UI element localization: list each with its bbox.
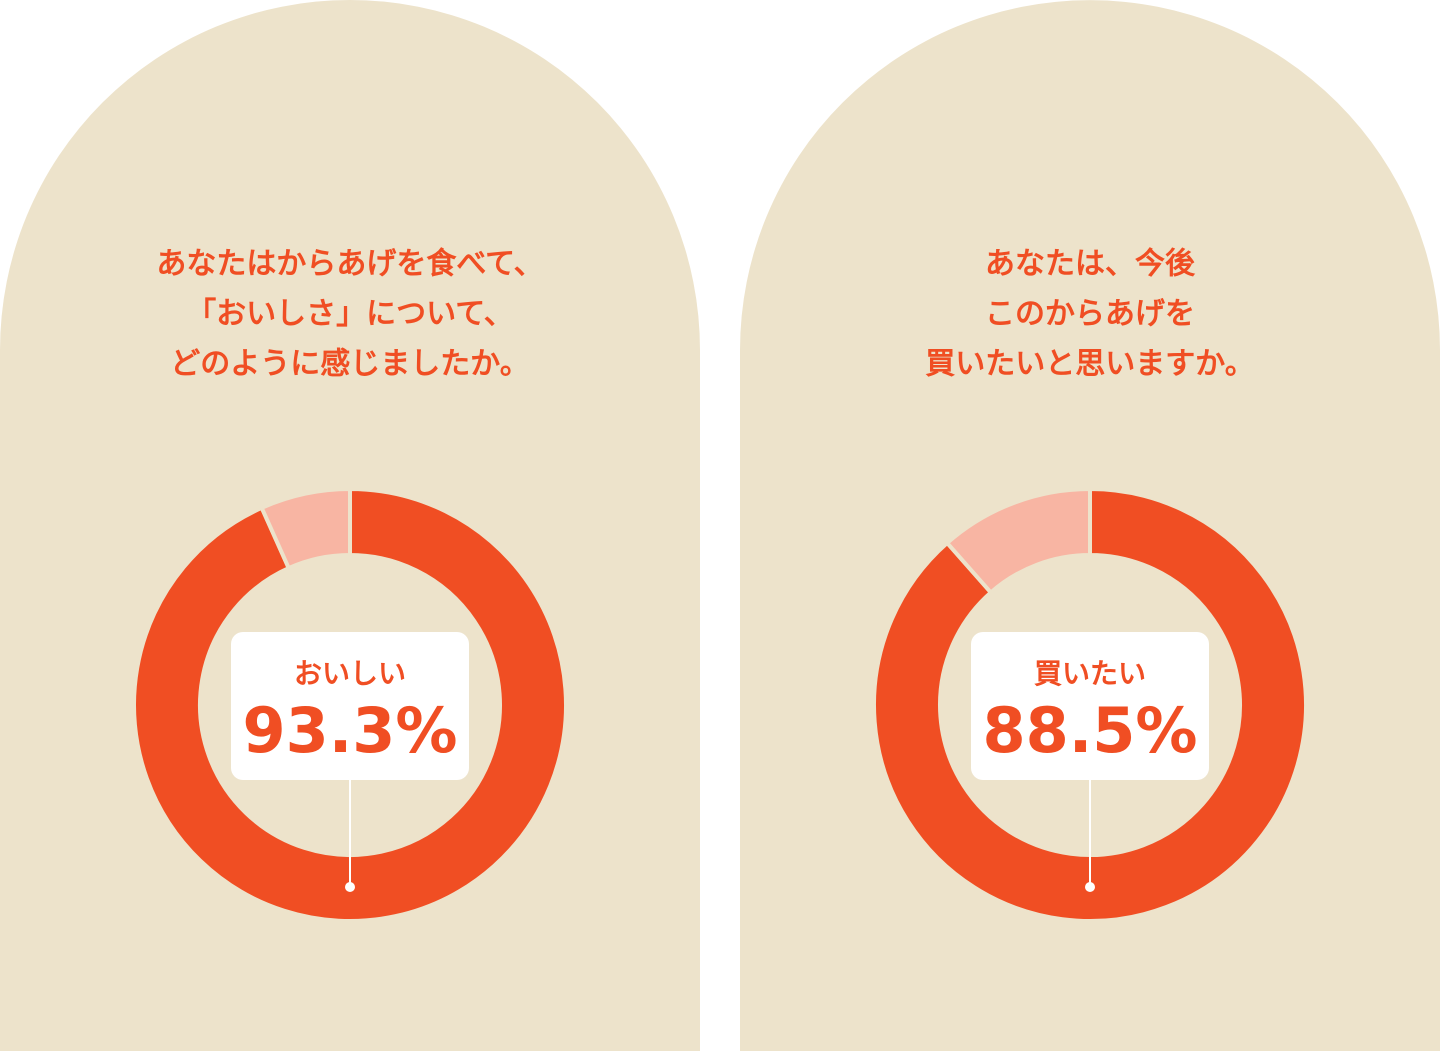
value-label: 93.3% bbox=[242, 694, 457, 767]
label-box bbox=[231, 632, 469, 780]
question-line: 「おいしさ」について、 bbox=[186, 297, 514, 332]
donut-segment bbox=[259, 486, 352, 571]
question-line: あなたはからあげを食べて、 bbox=[156, 247, 543, 282]
pointer-dot bbox=[345, 882, 355, 892]
value-label: 88.5% bbox=[982, 694, 1197, 767]
donut-segment bbox=[132, 486, 568, 923]
question-line: どのように感じましたか。 bbox=[170, 347, 529, 382]
question-line: 買いたいと思いますか。 bbox=[925, 347, 1254, 382]
label-box bbox=[971, 632, 1209, 780]
category-label: 買いたい bbox=[1034, 657, 1146, 690]
donut-segment bbox=[872, 486, 1308, 923]
pointer-dot bbox=[1085, 882, 1095, 892]
category-label: おいしい bbox=[294, 657, 406, 690]
question-line: あなたは、今後 bbox=[985, 247, 1196, 282]
panel: あなたはからあげを食べて、「おいしさ」について、どのように感じましたか。おいしい… bbox=[0, 0, 700, 1051]
question-line: このからあげを bbox=[985, 297, 1195, 332]
donut-segment bbox=[944, 486, 1092, 596]
